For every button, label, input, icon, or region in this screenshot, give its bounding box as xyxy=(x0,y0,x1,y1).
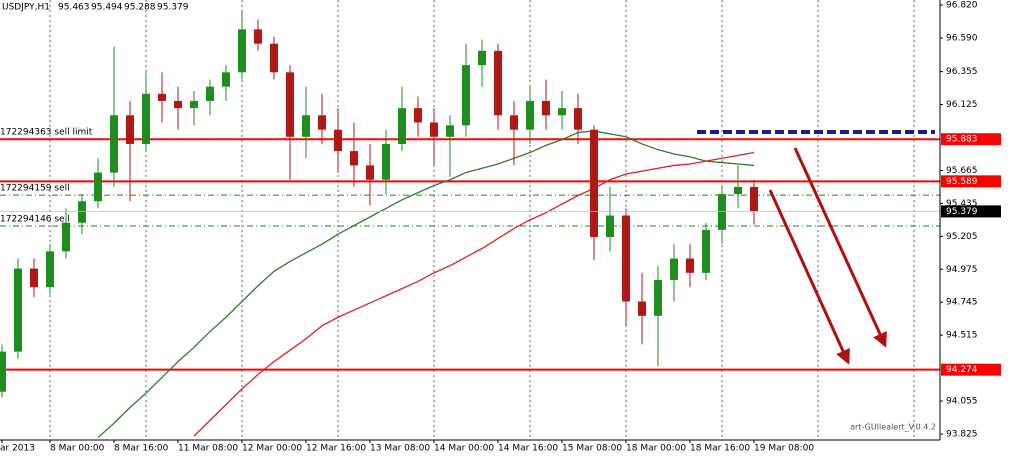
candle-body xyxy=(222,72,230,87)
candle-body xyxy=(622,215,630,302)
y-tick-label: 95.435 xyxy=(946,199,978,209)
candle-body xyxy=(398,108,406,144)
level-price-label: 95.883 xyxy=(946,135,978,145)
candle-body xyxy=(190,100,198,109)
level-price-box xyxy=(941,363,1001,376)
x-tick-label: 12 Mar 00:00 xyxy=(242,444,302,454)
candle-body xyxy=(414,108,422,123)
candle-body xyxy=(510,115,518,130)
x-tick-label: 8 Mar 00:00 xyxy=(50,444,105,454)
candle-body xyxy=(238,29,246,73)
plot: 172294363 sell limit 172294159 sell 172294… xyxy=(0,10,940,439)
candle-body xyxy=(94,172,102,202)
y-tick-label: 94.515 xyxy=(946,331,978,341)
candle-body xyxy=(558,108,566,116)
y-tick-label: 94.745 xyxy=(946,298,978,308)
candle-body xyxy=(126,115,134,144)
level-price-box xyxy=(941,175,1001,188)
x-tick-label: 14 Mar 00:00 xyxy=(434,444,494,454)
x-tick-label: 19 Mar 08:00 xyxy=(754,444,814,454)
candle-body xyxy=(654,280,662,316)
y-tick-label: 96.590 xyxy=(946,33,978,43)
level-price-box xyxy=(941,133,1001,146)
x-tick-label: 8 Mar 16:00 xyxy=(114,444,169,454)
x-tick-label: ar 2013 xyxy=(0,444,35,454)
candle-body xyxy=(334,129,342,152)
candle-body xyxy=(734,186,742,195)
candle-body xyxy=(718,194,726,230)
y-tick-label: 94.975 xyxy=(946,265,978,275)
candle-body xyxy=(286,72,294,137)
candle-body xyxy=(574,108,582,130)
candle-body xyxy=(46,251,54,288)
y-tick-label: 96.125 xyxy=(946,100,978,110)
candle-body xyxy=(462,65,470,126)
candle-body xyxy=(254,29,262,44)
candle-body xyxy=(382,143,390,180)
candle-body xyxy=(318,115,326,130)
candle-body xyxy=(606,215,614,238)
order-label: 172294159 sell xyxy=(0,184,70,194)
quote-high: 95.494 xyxy=(91,3,123,13)
candle-body xyxy=(494,50,502,116)
candle-body xyxy=(590,129,598,238)
watermark: art-GUIlealert_V.0.4.2 xyxy=(850,423,936,432)
level-price-label: 95.589 xyxy=(946,177,978,187)
candle-body xyxy=(430,122,438,137)
candle-body xyxy=(638,301,646,316)
x-tick-label: 11 Mar 08:00 xyxy=(178,444,238,454)
order-label: 172294363 sell limit xyxy=(0,128,93,138)
y-tick-label: 96.820 xyxy=(946,1,978,11)
x-tick-label: 13 Mar 08:00 xyxy=(370,444,430,454)
candle-body xyxy=(446,125,454,137)
order-label: 172294146 sell xyxy=(0,215,70,225)
quote-close: 95.379 xyxy=(157,3,189,13)
y-tick-label: 95.205 xyxy=(946,232,978,242)
x-tick-label: 18 Mar 00:00 xyxy=(626,444,686,454)
quote-low: 95.288 xyxy=(124,3,156,13)
candle-body xyxy=(0,351,6,392)
candle-body xyxy=(110,115,118,173)
candle-body xyxy=(62,222,70,252)
symbol: USDJPY,H1 xyxy=(2,3,50,13)
candle-body xyxy=(366,165,374,180)
annotation-arrow xyxy=(793,147,887,348)
level-price-label: 94.274 xyxy=(946,365,978,375)
candle-body xyxy=(158,93,166,101)
candle-body xyxy=(14,268,22,352)
candle-body xyxy=(542,100,550,116)
candle-body xyxy=(350,151,358,166)
current-price-label: 95.379 xyxy=(946,207,978,217)
x-tick-label: 15 Mar 08:00 xyxy=(562,444,622,454)
candle-body xyxy=(30,268,38,288)
moving-average xyxy=(193,151,755,437)
candle-body xyxy=(302,115,310,137)
candle-body xyxy=(750,186,758,212)
candle-body xyxy=(174,100,182,109)
x-tick-label: 18 Mar 16:00 xyxy=(690,444,750,454)
candle-body xyxy=(702,229,710,273)
y-tick-label: 93.825 xyxy=(946,429,978,439)
y-tick-label: 96.355 xyxy=(946,67,978,77)
candle-body xyxy=(526,100,534,130)
candle-body xyxy=(78,201,86,223)
candle-body xyxy=(478,50,486,66)
y-tick-label: 95.665 xyxy=(946,166,978,176)
y-tick-label: 94.055 xyxy=(946,397,978,407)
x-tick-label: 14 Mar 16:00 xyxy=(498,444,558,454)
moving-average xyxy=(97,130,755,439)
candle-body xyxy=(142,93,150,144)
candle-body xyxy=(206,86,214,101)
quote-open: 95.463 xyxy=(58,3,90,13)
candle-body xyxy=(270,43,278,73)
candle-body xyxy=(670,258,678,281)
current-price-box xyxy=(941,205,1001,218)
x-tick-label: 12 Mar 16:00 xyxy=(306,444,366,454)
candle-body xyxy=(686,258,694,273)
annotation-arrow xyxy=(768,189,850,365)
